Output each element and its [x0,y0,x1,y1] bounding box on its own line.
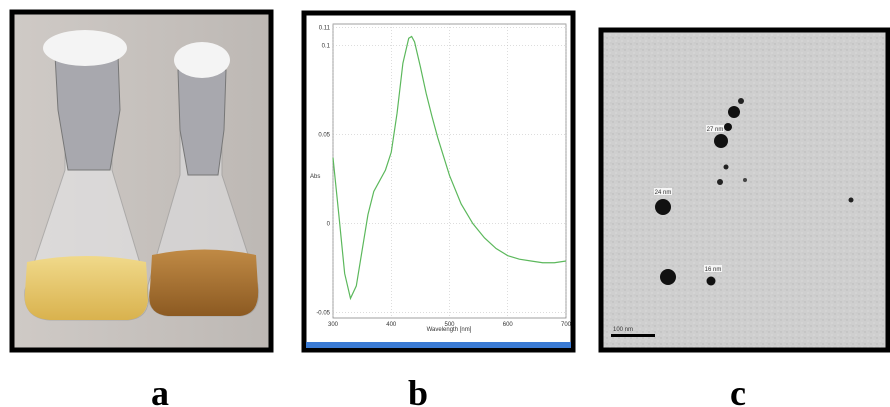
panel-label: c [730,373,746,407]
particle-label: 16 nm [705,267,722,273]
y-tick-label: -0.05 [316,311,330,317]
photo-panel [9,9,274,353]
taskbar [306,342,571,348]
y-tick-label: 0 [327,222,331,228]
scale-bar [611,334,655,337]
scale-bar-label: 100 nm [613,327,633,333]
spectrum-panel: Abs Wavelength [nm] -0.05 0 0.05 0.1 0.11 300… [301,10,576,353]
x-tick-label: 500 [444,322,455,328]
y-tick-label: 0.1 [322,43,331,49]
particle-label: 24 nm [655,190,672,196]
panel-label: b [408,373,428,407]
x-axis-label: Wavelength [nm] [427,327,472,333]
spectrum-line [332,35,567,301]
x-tick-label: 600 [503,322,514,328]
x-tick-label: 400 [386,322,397,328]
panel-label: a [151,373,169,407]
y-tick-label: 0.11 [319,26,331,32]
particle-label: 27 nm [707,127,724,133]
tem-panel: 27 nm 24 nm 16 nm 100 nm [598,27,890,353]
y-tick-label: 0.05 [318,132,330,138]
x-tick-label: 700 [561,322,572,328]
y-axis-label: Abs [310,174,320,180]
x-tick-label: 300 [328,322,339,328]
